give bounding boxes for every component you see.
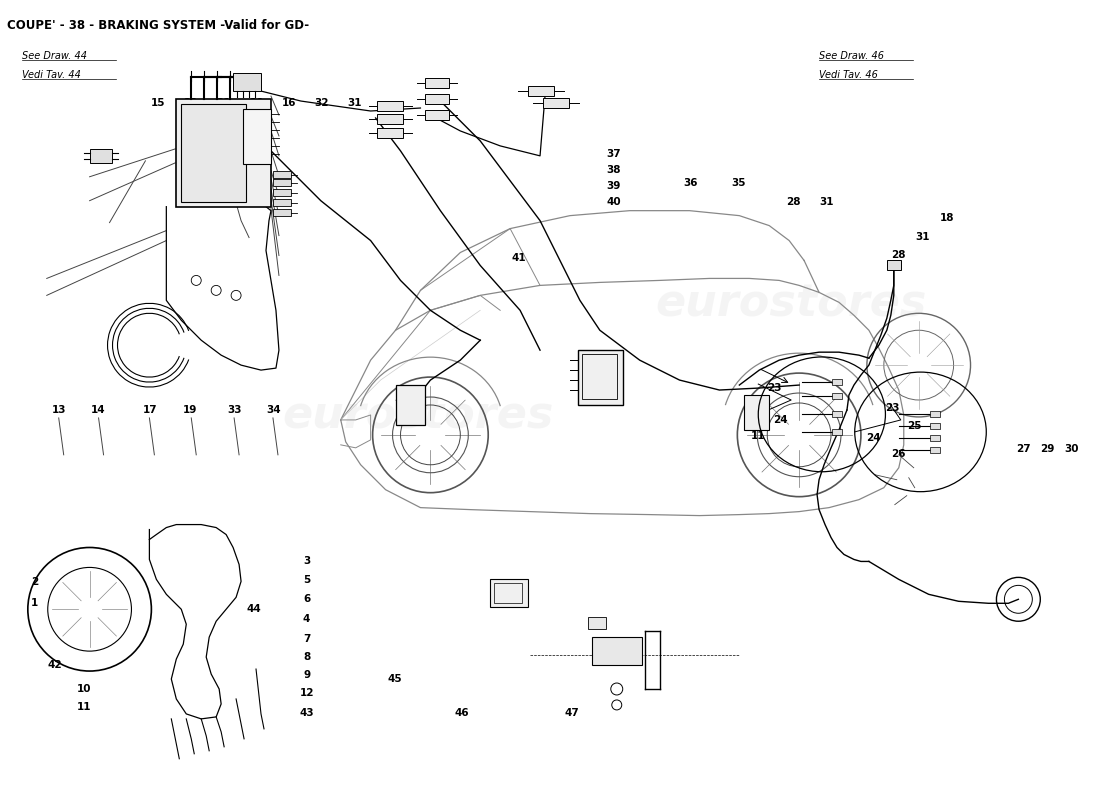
Bar xyxy=(543,98,569,108)
Text: 13: 13 xyxy=(52,405,66,414)
Text: 7: 7 xyxy=(302,634,310,644)
Text: 44: 44 xyxy=(246,604,262,614)
Text: 41: 41 xyxy=(512,253,527,263)
Text: 5: 5 xyxy=(302,575,310,585)
Text: 6: 6 xyxy=(302,594,310,604)
Text: 22: 22 xyxy=(184,98,198,109)
Text: 25: 25 xyxy=(906,421,921,430)
Bar xyxy=(176,99,271,206)
Text: 14: 14 xyxy=(91,405,106,414)
Bar xyxy=(376,101,403,111)
Bar xyxy=(592,637,641,665)
Text: 10: 10 xyxy=(77,683,91,694)
Text: 23: 23 xyxy=(768,383,782,393)
Bar xyxy=(89,149,111,163)
Text: 17: 17 xyxy=(143,405,157,414)
Text: 47: 47 xyxy=(564,707,580,718)
Bar xyxy=(233,73,261,91)
Text: Vedi Tav. 46: Vedi Tav. 46 xyxy=(818,70,878,80)
Text: 35: 35 xyxy=(732,178,746,188)
Text: 21: 21 xyxy=(216,98,231,109)
Bar xyxy=(273,178,290,186)
Bar xyxy=(931,411,940,417)
Text: 26: 26 xyxy=(891,450,905,459)
Bar xyxy=(494,583,522,603)
Bar xyxy=(376,114,403,124)
Bar xyxy=(182,104,246,202)
Bar xyxy=(426,78,450,88)
Text: 46: 46 xyxy=(455,707,470,718)
Bar xyxy=(931,447,940,453)
Text: 31: 31 xyxy=(915,231,930,242)
Bar xyxy=(273,198,290,206)
Bar xyxy=(491,579,528,607)
Text: 30: 30 xyxy=(1065,445,1079,454)
Text: 15: 15 xyxy=(151,98,165,109)
Text: 36: 36 xyxy=(683,178,697,188)
Bar xyxy=(376,128,403,138)
Text: 11: 11 xyxy=(77,702,91,712)
Text: 24: 24 xyxy=(866,434,881,443)
Bar xyxy=(832,411,842,418)
Text: 32: 32 xyxy=(315,98,329,109)
Text: 16: 16 xyxy=(282,98,296,109)
Text: 38: 38 xyxy=(606,166,620,175)
Text: 2: 2 xyxy=(31,577,38,586)
Bar xyxy=(426,94,450,104)
Text: eurostores: eurostores xyxy=(656,283,927,326)
Text: See Draw. 46: See Draw. 46 xyxy=(818,50,883,61)
Text: 12: 12 xyxy=(749,399,763,409)
Text: 29: 29 xyxy=(1041,445,1055,454)
Text: 9: 9 xyxy=(304,670,310,680)
Text: 12: 12 xyxy=(299,688,314,698)
Text: 34: 34 xyxy=(266,405,282,414)
Text: See Draw. 44: See Draw. 44 xyxy=(22,50,87,61)
Bar xyxy=(582,354,617,399)
Text: COUPE' - 38 - BRAKING SYSTEM -Valid for GD-: COUPE' - 38 - BRAKING SYSTEM -Valid for … xyxy=(8,19,309,32)
Text: 24: 24 xyxy=(773,415,788,425)
Text: 31: 31 xyxy=(348,98,362,109)
Text: 33: 33 xyxy=(227,405,242,414)
Bar xyxy=(243,109,271,164)
Bar xyxy=(887,261,901,270)
Text: 19: 19 xyxy=(184,405,198,414)
Text: 28: 28 xyxy=(786,198,801,207)
Bar xyxy=(273,209,290,216)
Text: Vedi Tav. 44: Vedi Tav. 44 xyxy=(22,70,80,80)
Text: 42: 42 xyxy=(47,660,62,670)
Text: 11: 11 xyxy=(751,431,766,441)
Text: 8: 8 xyxy=(302,652,310,662)
Bar xyxy=(931,423,940,429)
Bar xyxy=(396,385,426,425)
Bar xyxy=(273,170,290,178)
Bar xyxy=(528,86,554,96)
Text: 45: 45 xyxy=(387,674,402,684)
Text: 20: 20 xyxy=(249,98,264,109)
Bar xyxy=(832,430,842,435)
Text: 27: 27 xyxy=(1016,445,1031,454)
Text: 4: 4 xyxy=(302,614,310,624)
Bar xyxy=(832,394,842,399)
Bar xyxy=(426,110,450,120)
Bar xyxy=(273,189,290,196)
Bar xyxy=(578,350,623,405)
Bar xyxy=(745,395,769,430)
Text: 31: 31 xyxy=(820,198,834,207)
Bar xyxy=(832,379,842,385)
Text: 39: 39 xyxy=(606,182,620,191)
Text: 23: 23 xyxy=(884,403,900,413)
Text: 37: 37 xyxy=(606,150,620,159)
Bar xyxy=(931,435,940,441)
Text: 40: 40 xyxy=(606,198,620,207)
Bar xyxy=(587,618,606,630)
Text: 18: 18 xyxy=(939,214,954,223)
Text: 3: 3 xyxy=(302,556,310,566)
Text: eurostores: eurostores xyxy=(283,394,554,438)
Text: 43: 43 xyxy=(299,707,314,718)
Text: 28: 28 xyxy=(891,250,905,260)
Text: 1: 1 xyxy=(31,598,38,608)
